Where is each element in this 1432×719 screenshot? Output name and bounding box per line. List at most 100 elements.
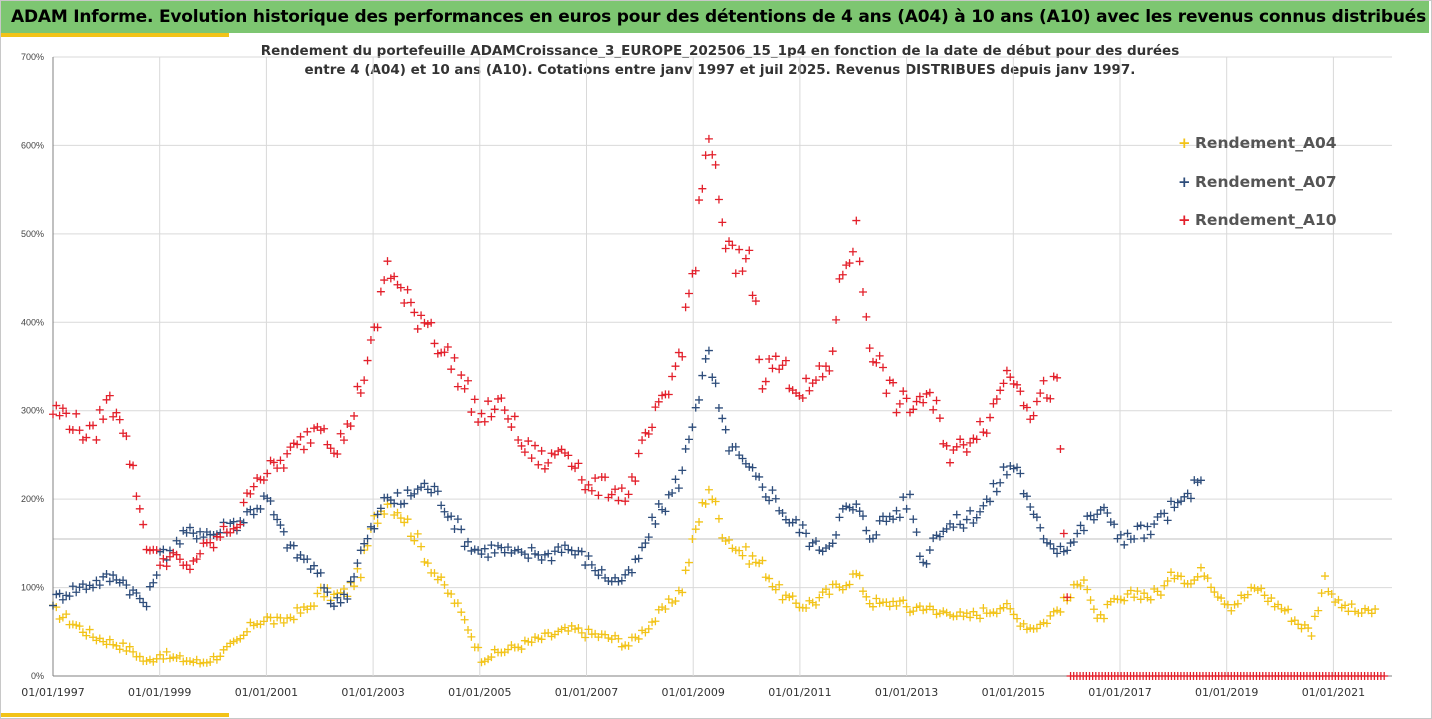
data-point — [1076, 521, 1085, 530]
data-point — [969, 519, 978, 528]
data-point — [885, 602, 894, 611]
data-point — [868, 602, 877, 611]
data-point — [564, 545, 573, 554]
data-point — [303, 555, 312, 564]
data-point — [410, 308, 419, 317]
data-point — [952, 510, 961, 519]
legend-item-a07: + Rendement_A07 — [1178, 163, 1337, 202]
data-point — [821, 585, 830, 594]
data-point — [286, 443, 295, 452]
data-point — [1334, 595, 1343, 604]
data-point — [520, 636, 529, 645]
data-point — [815, 593, 824, 602]
data-point — [1130, 534, 1139, 543]
data-point — [156, 650, 165, 659]
data-point — [1287, 617, 1296, 626]
data-point — [1039, 618, 1048, 627]
data-point — [986, 413, 995, 422]
data-point — [1016, 387, 1025, 396]
data-point — [838, 270, 847, 279]
data-point — [611, 485, 620, 494]
data-point — [182, 561, 191, 570]
data-point — [935, 532, 944, 541]
data-point — [1347, 600, 1356, 609]
data-point — [1110, 594, 1119, 603]
data-point — [976, 507, 985, 516]
data-point — [992, 395, 1001, 404]
data-point — [192, 555, 201, 564]
data-point — [1039, 376, 1048, 385]
data-point — [728, 241, 737, 250]
data-point — [356, 546, 365, 555]
data-point — [132, 588, 141, 597]
data-point — [1096, 610, 1105, 619]
data-point — [400, 499, 409, 508]
data-point — [935, 414, 944, 423]
data-point — [299, 445, 308, 454]
data-point — [691, 403, 700, 412]
data-point — [243, 627, 252, 636]
data-point — [674, 348, 683, 357]
data-point — [514, 643, 523, 652]
data-point — [979, 603, 988, 612]
data-point — [778, 361, 787, 370]
data-point — [329, 590, 338, 599]
data-point — [145, 582, 154, 591]
data-point — [574, 459, 583, 468]
data-point — [1026, 415, 1035, 424]
data-point — [1016, 469, 1025, 478]
data-point — [1274, 600, 1283, 609]
data-point — [226, 528, 235, 537]
data-point — [1136, 521, 1145, 530]
data-point — [122, 432, 131, 441]
data-point — [1019, 619, 1028, 628]
data-point — [714, 514, 723, 523]
data-point — [624, 641, 633, 650]
data-point — [996, 386, 1005, 395]
data-point — [688, 534, 697, 543]
data-point — [1036, 523, 1045, 532]
data-point — [1280, 606, 1289, 615]
data-point — [1113, 534, 1122, 543]
x-tick-label: 01/01/2005 — [448, 686, 511, 699]
data-point — [802, 604, 811, 613]
data-point — [360, 539, 369, 548]
data-point — [550, 547, 559, 556]
data-point — [811, 537, 820, 546]
data-point — [1053, 606, 1062, 615]
data-point — [982, 429, 991, 438]
data-point — [440, 580, 449, 589]
data-point — [664, 595, 673, 604]
data-point — [1123, 529, 1132, 538]
data-point — [129, 461, 138, 470]
data-point — [162, 647, 171, 656]
data-point — [999, 463, 1008, 472]
data-point — [393, 508, 402, 517]
data-point — [768, 486, 777, 495]
accent-bar-top — [1, 33, 229, 37]
data-point — [821, 543, 830, 552]
data-point — [92, 435, 101, 444]
data-point — [986, 497, 995, 506]
data-point — [785, 593, 794, 602]
data-point — [641, 428, 650, 437]
data-point — [651, 403, 660, 412]
data-point — [845, 259, 854, 268]
data-point — [872, 358, 881, 367]
data-point — [474, 418, 483, 427]
data-point — [470, 545, 479, 554]
data-point — [49, 601, 57, 610]
data-point — [1310, 612, 1319, 621]
x-tick-label: 01/01/2015 — [982, 686, 1045, 699]
data-point — [668, 488, 677, 497]
data-point — [748, 463, 757, 472]
data-point — [631, 555, 640, 564]
data-point — [815, 361, 824, 370]
data-point — [638, 436, 647, 445]
data-point — [1013, 614, 1022, 623]
data-point — [279, 464, 288, 473]
data-point — [443, 513, 452, 522]
data-point — [460, 542, 469, 551]
data-point — [413, 529, 422, 538]
data-point — [765, 574, 774, 583]
